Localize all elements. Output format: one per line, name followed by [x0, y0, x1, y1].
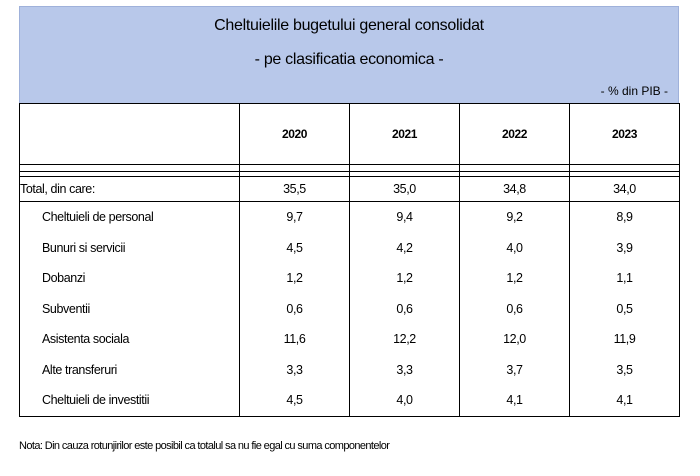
row-value: 3,5 — [569, 354, 680, 385]
row-value: 4,0 — [349, 385, 460, 417]
row-value: 11,9 — [569, 324, 680, 355]
row-value: 11,6 — [239, 324, 350, 355]
row-value: 9,2 — [459, 201, 570, 233]
row-value: 0,6 — [459, 293, 570, 324]
row-value: 1,2 — [349, 263, 460, 294]
table-row: Bunuri si servicii 4,5 4,2 4,0 3,9 — [19, 232, 680, 263]
table-header-band: Cheltuielile bugetului general consolida… — [19, 6, 679, 103]
row-label: Dobanzi — [19, 263, 240, 294]
expenditure-table: 2020 2021 2022 2023 Total, din care: 35,… — [19, 103, 680, 417]
year-header: 2021 — [349, 103, 460, 165]
row-value: 3,7 — [459, 354, 570, 385]
row-value: 9,4 — [349, 201, 460, 233]
row-value: 9,7 — [239, 201, 350, 233]
year-header: 2023 — [569, 103, 680, 165]
row-value: 3,3 — [239, 354, 350, 385]
total-value: 35,5 — [239, 176, 350, 202]
row-value: 8,9 — [569, 201, 680, 233]
row-value: 12,2 — [349, 324, 460, 355]
table-row: Dobanzi 1,2 1,2 1,2 1,1 — [19, 263, 680, 294]
year-header: 2022 — [459, 103, 570, 165]
row-label: Cheltuieli de personal — [19, 201, 240, 233]
row-value: 4,5 — [239, 232, 350, 263]
year-header: 2020 — [239, 103, 350, 165]
row-value: 4,2 — [349, 232, 460, 263]
row-value: 1,1 — [569, 263, 680, 294]
row-value: 4,1 — [459, 385, 570, 417]
row-value: 4,0 — [459, 232, 570, 263]
table-title: Cheltuielile bugetului general consolida… — [214, 17, 484, 34]
total-value: 34,0 — [569, 176, 680, 202]
gap-row — [19, 171, 680, 177]
row-value: 4,5 — [239, 385, 350, 417]
table-subtitle: - pe clasificatia economica - — [254, 51, 444, 68]
row-label: Subventii — [19, 293, 240, 324]
total-value: 35,0 — [349, 176, 460, 202]
row-value: 0,6 — [349, 293, 460, 324]
row-value: 3,3 — [349, 354, 460, 385]
total-label: Total, din care: — [19, 176, 240, 202]
row-label: Bunuri si servicii — [19, 232, 240, 263]
row-value: 3,9 — [569, 232, 680, 263]
unit-label: - % din PIB - — [600, 84, 668, 98]
total-row: Total, din care: 35,5 35,0 34,8 34,0 — [19, 176, 680, 202]
row-value: 12,0 — [459, 324, 570, 355]
table-row: Cheltuieli de investitii 4,5 4,0 4,1 4,1 — [19, 385, 680, 417]
row-value: 1,2 — [459, 263, 570, 294]
spacer-row — [19, 164, 680, 172]
row-label: Asistenta sociala — [19, 324, 240, 355]
row-value: 0,6 — [239, 293, 350, 324]
footnote: Nota: Din cauza rotunjirilor este posibi… — [19, 440, 390, 452]
row-label: Alte transferuri — [19, 354, 240, 385]
year-header-row: 2020 2021 2022 2023 — [19, 103, 680, 165]
budget-table-frame: Cheltuielile bugetului general consolida… — [19, 6, 680, 417]
table-row: Subventii 0,6 0,6 0,6 0,5 — [19, 293, 680, 324]
row-label: Cheltuieli de investitii — [19, 385, 240, 417]
row-value: 4,1 — [569, 385, 680, 417]
table-row: Asistenta sociala 11,6 12,2 12,0 11,9 — [19, 324, 680, 355]
total-value: 34,8 — [459, 176, 570, 202]
table-row: Cheltuieli de personal 9,7 9,4 9,2 8,9 — [19, 201, 680, 233]
corner-cell — [19, 103, 240, 165]
row-value: 0,5 — [569, 293, 680, 324]
table-row: Alte transferuri 3,3 3,3 3,7 3,5 — [19, 354, 680, 385]
row-value: 1,2 — [239, 263, 350, 294]
